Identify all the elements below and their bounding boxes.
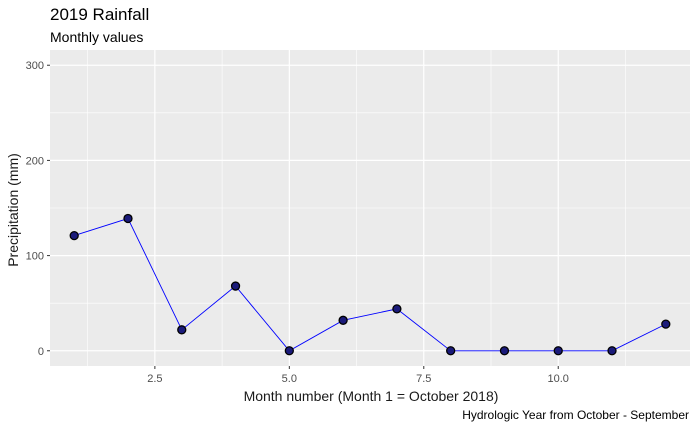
axis-ticks xyxy=(47,64,559,369)
x-tick-label: 5.0 xyxy=(282,373,297,385)
x-tick-label: 7.5 xyxy=(416,373,431,385)
chart-subtitle: Monthly values xyxy=(50,29,143,45)
x-tick-label: 2.5 xyxy=(147,373,162,385)
y-tick-label: 300 xyxy=(26,60,44,72)
data-point xyxy=(499,346,510,356)
data-point xyxy=(661,319,671,329)
data-point xyxy=(123,213,133,224)
data-point xyxy=(284,346,294,356)
data-point xyxy=(177,325,187,335)
y-tick-label: 100 xyxy=(26,251,44,263)
data-point xyxy=(230,281,241,291)
data-point xyxy=(446,346,456,356)
series-lines xyxy=(74,217,667,352)
data-point xyxy=(607,346,617,356)
data-point xyxy=(553,346,563,356)
y-axis-title: Precipitation (mm) xyxy=(5,153,21,267)
series-points xyxy=(69,213,671,356)
chart-title: 2019 Rainfall xyxy=(50,5,149,24)
data-point xyxy=(69,230,79,241)
chart-caption: Hydrologic Year from October - September xyxy=(462,408,689,422)
x-tick-labels: 2.5 5.0 7.5 10.0 xyxy=(147,373,569,385)
data-point xyxy=(338,315,348,325)
major-gridlines xyxy=(50,50,690,366)
series-line xyxy=(74,217,667,352)
x-axis-title: Month number (Month 1 = October 2018) xyxy=(244,388,499,404)
y-tick-label: 200 xyxy=(26,155,44,167)
data-point xyxy=(392,304,402,314)
x-tick-label: 10.0 xyxy=(548,373,569,385)
minor-gridlines xyxy=(50,50,690,366)
y-tick-labels: 0 100 200 300 xyxy=(26,60,44,358)
y-tick-label: 0 xyxy=(38,346,44,358)
